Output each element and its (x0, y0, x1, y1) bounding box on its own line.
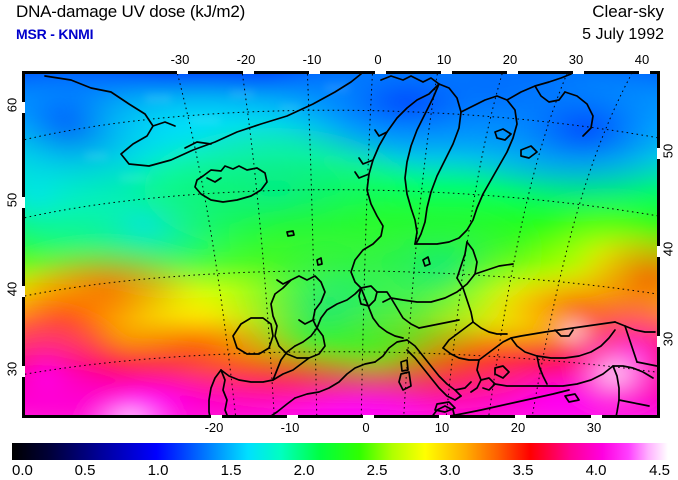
map-coastlines (44, 74, 657, 415)
tick-left-2 (22, 197, 25, 208)
uv-dose-colorbar (12, 443, 668, 460)
tick-top-7 (573, 71, 584, 74)
axis-label-bottom-1: -20 (204, 420, 224, 435)
axis-label-left-1: 60 (4, 97, 20, 113)
axis-label-bottom-5: 20 (510, 420, 526, 435)
colorbar-label-3: 1.0 (147, 462, 169, 479)
tick-left-3 (22, 286, 25, 297)
axis-label-left-2: 50 (4, 192, 20, 208)
colorbar-gradient (12, 443, 668, 460)
axis-label-top-2: -20 (236, 52, 256, 67)
colorbar-label-7: 3.0 (439, 462, 461, 479)
axis-label-top-3: -10 (302, 52, 322, 67)
tick-bottom-4 (439, 415, 450, 418)
tick-top-2 (243, 71, 254, 74)
heatmap-field (25, 74, 657, 415)
axis-label-top-7: 30 (568, 52, 584, 67)
tick-left-1 (22, 102, 25, 113)
tick-right-3 (657, 336, 660, 347)
tick-right-2 (657, 246, 660, 257)
tick-bottom-3 (363, 415, 374, 418)
axis-label-left-4: 30 (4, 361, 20, 377)
axis-label-top-1: -30 (170, 52, 190, 67)
colorbar-label-2: 0.5 (74, 462, 96, 479)
map-graticule (25, 74, 657, 415)
sky-condition-label: Clear-sky (592, 2, 664, 21)
field-noise (85, 84, 349, 182)
axis-label-bottom-3: 0 (362, 420, 370, 435)
axis-label-right-3: 30 (660, 331, 676, 347)
colorbar-label-8: 3.5 (512, 462, 534, 479)
tick-left-4 (22, 366, 25, 377)
colorbar-label-6: 2.5 (366, 462, 388, 479)
colorbar-label-4: 1.5 (220, 462, 242, 479)
tick-top-8 (639, 71, 650, 74)
tick-bottom-5 (515, 415, 526, 418)
page-title: DNA-damage UV dose (kJ/m2) (16, 2, 246, 21)
axis-label-right-2: 40 (660, 241, 676, 257)
date-label: 5 July 1992 (582, 26, 664, 43)
axis-label-bottom-6: 30 (586, 420, 602, 435)
colorbar-label-5: 2.0 (293, 462, 315, 479)
colorbar-label-1: 0.0 (12, 462, 33, 479)
axis-label-right-1: 50 (660, 143, 676, 159)
tick-top-6 (507, 71, 518, 74)
colorbar-label-9: 4.0 (585, 462, 607, 479)
axis-label-top-4: 0 (374, 52, 382, 67)
tick-bottom-1 (211, 415, 222, 418)
axis-label-left-3: 40 (4, 281, 20, 297)
tick-top-5 (441, 71, 452, 74)
institution-label: MSR - KNMI (16, 26, 94, 42)
tick-top-4 (375, 71, 386, 74)
header: DNA-damage UV dose (kJ/m2) MSR - KNMI Cl… (0, 0, 678, 48)
tick-bottom-2 (287, 415, 298, 418)
colorbar-label-10: 4.5 (649, 462, 670, 479)
tick-top-3 (309, 71, 320, 74)
map-plot-frame (22, 71, 660, 418)
axis-label-bottom-2: -10 (280, 420, 300, 435)
heatmap-canvas (25, 74, 657, 415)
axis-label-top-5: 10 (436, 52, 452, 67)
axis-label-top-6: 20 (502, 52, 518, 67)
axis-label-top-8: 40 (634, 52, 650, 67)
tick-top-1 (177, 71, 188, 74)
tick-bottom-6 (591, 415, 602, 418)
tick-right-1 (657, 148, 660, 159)
uv-dose-heatmap (25, 74, 657, 415)
axis-label-bottom-4: 10 (434, 420, 450, 435)
